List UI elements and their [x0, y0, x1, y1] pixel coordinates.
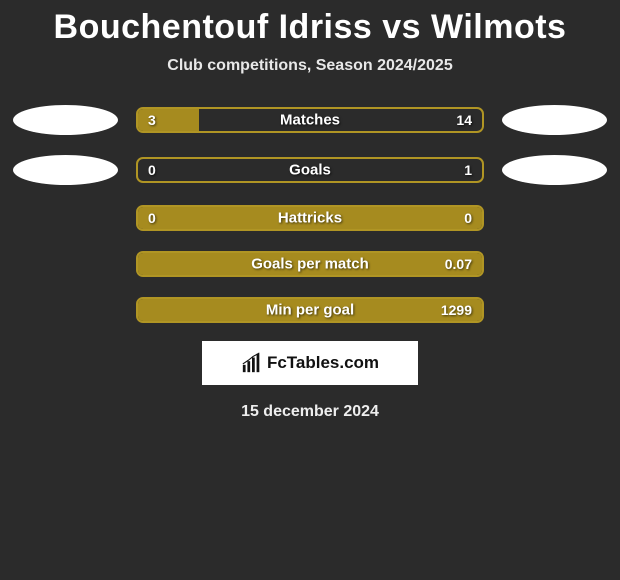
stat-bar: Goals per match0.07 [136, 251, 484, 277]
page-title: Bouchentouf Idriss vs Wilmots [54, 8, 567, 47]
stat-bar: 3Matches14 [136, 107, 484, 133]
stat-bar: Min per goal1299 [136, 297, 484, 323]
stat-row: 0Hattricks0 [0, 205, 620, 231]
stat-label: Goals per match [138, 256, 482, 273]
player-left-badge [13, 105, 118, 135]
stat-right-value: 14 [456, 112, 472, 128]
stat-right-value: 0 [464, 210, 472, 226]
stat-row: 0Goals1 [0, 155, 620, 185]
stat-label: Goals [138, 162, 482, 179]
player-right-badge [502, 105, 607, 135]
stat-bar: 0Hattricks0 [136, 205, 484, 231]
player-left-badge [13, 155, 118, 185]
stat-rows: 3Matches140Goals10Hattricks0Goals per ma… [0, 105, 620, 323]
stat-row: Min per goal1299 [0, 297, 620, 323]
bar-chart-icon [241, 352, 263, 374]
comparison-infographic: Bouchentouf Idriss vs Wilmots Club compe… [0, 0, 620, 580]
date-label: 15 december 2024 [241, 403, 379, 421]
stat-bar: 0Goals1 [136, 157, 484, 183]
stat-right-value: 1299 [441, 302, 472, 318]
stat-label: Min per goal [138, 302, 482, 319]
stat-right-value: 0.07 [445, 256, 472, 272]
logo-badge: FcTables.com [202, 341, 418, 385]
stat-row: 3Matches14 [0, 105, 620, 135]
stat-label: Matches [138, 112, 482, 129]
player-right-badge [502, 155, 607, 185]
stat-right-value: 1 [464, 162, 472, 178]
stat-label: Hattricks [138, 210, 482, 227]
stat-row: Goals per match0.07 [0, 251, 620, 277]
logo-text: FcTables.com [267, 353, 379, 373]
page-subtitle: Club competitions, Season 2024/2025 [167, 57, 452, 75]
